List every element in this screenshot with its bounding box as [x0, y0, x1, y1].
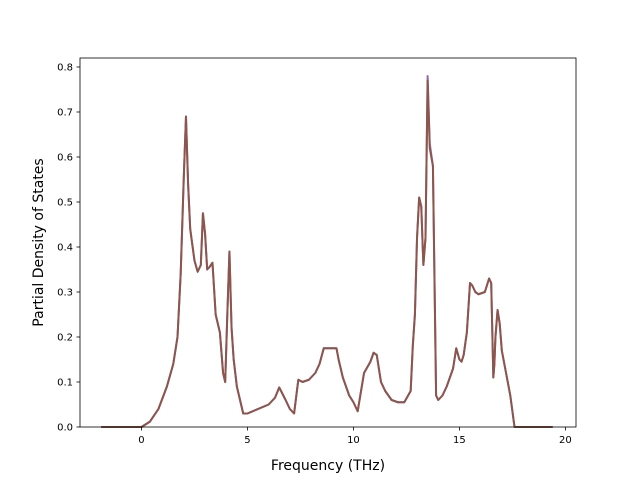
- y-tick-label: 0.1: [57, 378, 73, 389]
- x-tick-label: 20: [559, 435, 572, 446]
- axes-layer: 0 5 10 15 20 0.0 0.1 0.2 0.3 0.4 0.5 0.6 0.7 0.8: [57, 63, 572, 446]
- y-tick-label: 0.7: [57, 108, 73, 119]
- y-tick-label: 0.4: [57, 243, 73, 254]
- y-tick-label: 0.8: [57, 63, 73, 74]
- y-tick-label: 0.2: [57, 333, 73, 344]
- y-tick-label: 0.5: [57, 198, 73, 209]
- x-tick-label: 0: [138, 435, 144, 446]
- y-tick-label: 0.3: [57, 288, 73, 299]
- series-line-2: [101, 79, 553, 428]
- x-tick-label: 15: [453, 435, 466, 446]
- y-tick-label: 0.6: [57, 153, 73, 164]
- y-tick-label: 0.0: [57, 423, 73, 434]
- plot-area-frame: [79, 57, 577, 428]
- x-tick-label: 5: [244, 435, 250, 446]
- y-axis-title: Partial Density of States: [31, 158, 47, 326]
- series-layer: [101, 75, 553, 428]
- x-tick-label: 10: [347, 435, 360, 446]
- x-axis-title: Frequency (THz): [271, 458, 385, 474]
